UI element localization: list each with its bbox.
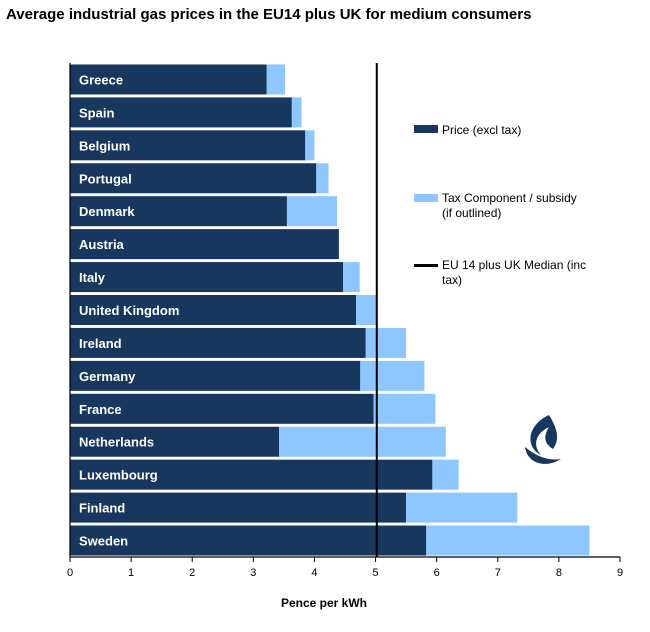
category-label: Sweden [79,534,128,549]
legend-swatch-median [414,264,438,267]
bar-tax [286,196,338,227]
bar-tax [279,426,446,457]
legend-label-tax-line2: (if outlined) [442,206,501,220]
x-tick-label: 4 [311,567,317,579]
bar-tax [305,130,315,161]
bar-price [70,426,279,457]
category-label: Luxembourg [79,468,158,483]
legend-swatch-price [414,125,438,133]
bar-price [70,262,344,293]
bar-price [70,229,339,260]
bars-group: Greece Spain Belgium Portugal Denmark Austria… [70,64,590,556]
bar-price [70,64,267,95]
x-tick-label: 6 [434,567,440,579]
bar-price [70,492,407,523]
category-label: Greece [79,72,123,87]
x-tick-label: 7 [495,567,501,579]
legend-label-price: Price (excl tax) [442,123,521,137]
legend-label-median-line1: EU 14 plus UK Median (inc [442,258,586,272]
category-label: Belgium [79,138,130,153]
chart-title: Average industrial gas prices in the EU1… [6,6,532,23]
category-label: Netherlands [79,435,154,450]
legend-swatch-tax [414,194,438,202]
legend-label-median-line2: tax) [442,273,462,287]
bar-price [70,393,374,424]
flame-logo-icon [525,415,561,464]
x-tick-label: 9 [617,567,623,579]
category-label: Ireland [79,336,122,351]
bar-tax [365,327,407,358]
bar-price [70,459,433,490]
bar-price [70,97,292,128]
x-tick-label: 5 [372,567,378,579]
legend-label-tax-line1: Tax Component / subsidy [442,191,577,205]
category-label: Denmark [79,204,135,219]
bar-price [70,360,361,391]
category-label: Austria [79,237,125,252]
category-label: Italy [79,270,106,285]
x-axis-title: Pence per kWh [281,596,367,610]
category-label: France [79,402,122,417]
legend: Price (excl tax) Tax Component / subsidy… [414,123,586,287]
bar-tax [343,262,360,293]
bar-price [70,163,317,194]
bar-tax [373,393,436,424]
bar-tax [360,360,425,391]
category-label: Germany [79,369,136,384]
bar-tax [266,64,286,95]
x-tick-label: 0 [67,567,73,579]
bar-tax [356,295,377,325]
bar-tax [432,459,459,490]
bar-price [70,525,427,556]
bar-price [70,196,287,227]
bar-tax [426,525,590,556]
bar-price [70,295,356,325]
x-tick-label: 3 [250,567,256,579]
category-label: United Kingdom [79,303,179,318]
x-tick-label: 1 [128,567,134,579]
bar-tax [316,163,329,194]
x-tick-label: 8 [556,567,562,579]
bar-price [70,327,366,358]
category-label: Portugal [79,171,132,186]
category-label: Finland [79,501,125,516]
x-tick-label: 2 [189,567,195,579]
axes-group: 0 1 2 3 4 5 6 7 8 9 [67,63,623,579]
category-label: Spain [79,105,114,120]
bar-tax [406,492,518,523]
bar-tax [291,97,302,128]
bar-price [70,130,306,161]
